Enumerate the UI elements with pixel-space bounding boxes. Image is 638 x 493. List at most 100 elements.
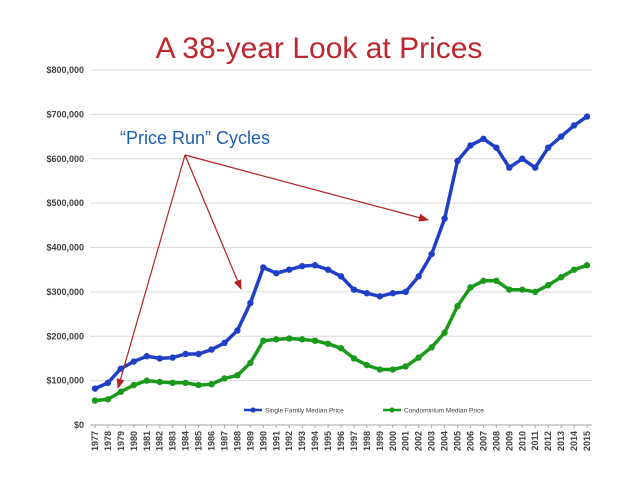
condominium-point: [182, 379, 189, 387]
x-tick-label: 2006: [465, 431, 475, 451]
single-family-point: [415, 273, 422, 280]
slide-title: A 38-year Look at Prices: [155, 32, 483, 65]
x-tick-label: 2014: [569, 431, 579, 451]
condominium-point: [221, 375, 228, 382]
single-family-point: [143, 353, 150, 360]
x-tick-label: 2015: [582, 431, 592, 451]
x-tick-label: 1982: [155, 431, 165, 451]
condominium-point: [519, 286, 526, 293]
condominium-point: [415, 354, 422, 361]
condominium-point: [130, 381, 138, 389]
condominium-point: [350, 355, 358, 362]
condominium-point: [532, 288, 539, 296]
single-family-point: [337, 273, 345, 280]
condominium-point: [441, 329, 448, 336]
x-tick-label: 2002: [414, 431, 424, 451]
condominium-point: [298, 336, 306, 343]
x-tick-label: 1992: [284, 431, 294, 451]
x-tick-label: 2010: [517, 431, 527, 451]
x-tick-label: 1993: [297, 431, 307, 451]
single-family-point: [493, 144, 500, 151]
single-family-point: [247, 299, 254, 307]
single-family-point: [350, 286, 358, 293]
condominium-point: [286, 335, 293, 342]
condominium-point: [260, 337, 267, 344]
x-tick-label: 1999: [375, 431, 385, 451]
single-family-point: [441, 215, 448, 222]
y-tick-label: $300,000: [46, 287, 84, 297]
x-tick-label: 1986: [207, 431, 217, 451]
condominium-point: [376, 366, 384, 373]
condominium-point: [104, 396, 112, 403]
single-family-point: [169, 354, 176, 361]
condominium-point: [311, 337, 319, 344]
x-tick-label: 2009: [504, 431, 514, 451]
x-tick-label: 1995: [323, 431, 333, 451]
single-family-point: [130, 358, 138, 365]
single-family-point: [195, 350, 202, 358]
condominium-point: [544, 282, 552, 289]
single-family-point: [583, 113, 591, 120]
single-family-point: [273, 270, 280, 277]
condominium-point: [428, 344, 435, 351]
x-tick-label: 2012: [543, 431, 553, 451]
y-tick-label: $700,000: [46, 109, 84, 119]
x-tick-label: 1985: [194, 431, 204, 451]
y-tick-label: $200,000: [46, 331, 84, 341]
legend-label-condominium: Condominium Median Price: [404, 408, 484, 415]
single-family-point: [402, 288, 409, 296]
x-tick-label: 1997: [349, 431, 359, 451]
x-tick-label: 1988: [232, 431, 242, 451]
x-tick-label: 1998: [362, 431, 372, 451]
x-tick-label: 2001: [401, 431, 411, 451]
x-tick-label: 1980: [129, 431, 139, 451]
condominium-point: [570, 266, 578, 273]
single-family-point: [208, 346, 215, 353]
condominium-point: [454, 302, 461, 310]
single-family-point: [104, 379, 112, 387]
condominium-point: [195, 381, 202, 389]
single-family-point: [519, 155, 526, 162]
condominium-point: [557, 274, 565, 281]
x-tick-label: 1987: [219, 431, 229, 451]
single-family-point: [324, 266, 332, 273]
y-tick-label: $400,000: [46, 243, 84, 253]
condominium-point: [493, 277, 500, 284]
condominium-point: [583, 262, 591, 269]
condominium-point: [273, 336, 280, 343]
single-family-point: [156, 355, 163, 362]
x-tick-label: 1994: [310, 431, 320, 451]
x-tick-label: 1983: [168, 431, 178, 451]
y-tick-label: $600,000: [46, 154, 84, 164]
single-family-point: [91, 385, 99, 392]
y-tick-label: $100,000: [46, 376, 84, 386]
x-tick-label: 2007: [478, 431, 488, 451]
condominium-point: [337, 345, 345, 352]
annotation-label: “Price Run” Cycles: [120, 128, 271, 148]
condominium-point: [402, 363, 409, 370]
single-family-point: [428, 250, 435, 258]
single-family-point: [506, 164, 513, 171]
condominium-point: [506, 286, 513, 293]
y-tick-label: $800,000: [46, 65, 84, 75]
x-tick-label: 2013: [556, 431, 566, 451]
condominium-point: [324, 340, 332, 347]
condominium-point: [389, 366, 396, 373]
condominium-point: [247, 359, 254, 367]
condominium-point: [363, 361, 371, 369]
x-tick-label: 2011: [530, 431, 540, 451]
single-family-point: [557, 133, 565, 140]
x-tick-label: 1989: [245, 431, 255, 451]
x-tick-label: 2005: [453, 431, 463, 451]
single-family-point: [260, 264, 267, 271]
condominium-point: [208, 380, 215, 388]
x-tick-label: 1991: [271, 431, 281, 451]
single-family-point: [311, 262, 319, 269]
x-tick-label: 2008: [491, 431, 501, 451]
single-family-point: [454, 157, 461, 165]
x-tick-label: 2003: [427, 431, 437, 451]
single-family-point: [389, 290, 396, 297]
x-tick-label: 1990: [258, 431, 268, 451]
x-tick-label: 1984: [181, 431, 191, 451]
